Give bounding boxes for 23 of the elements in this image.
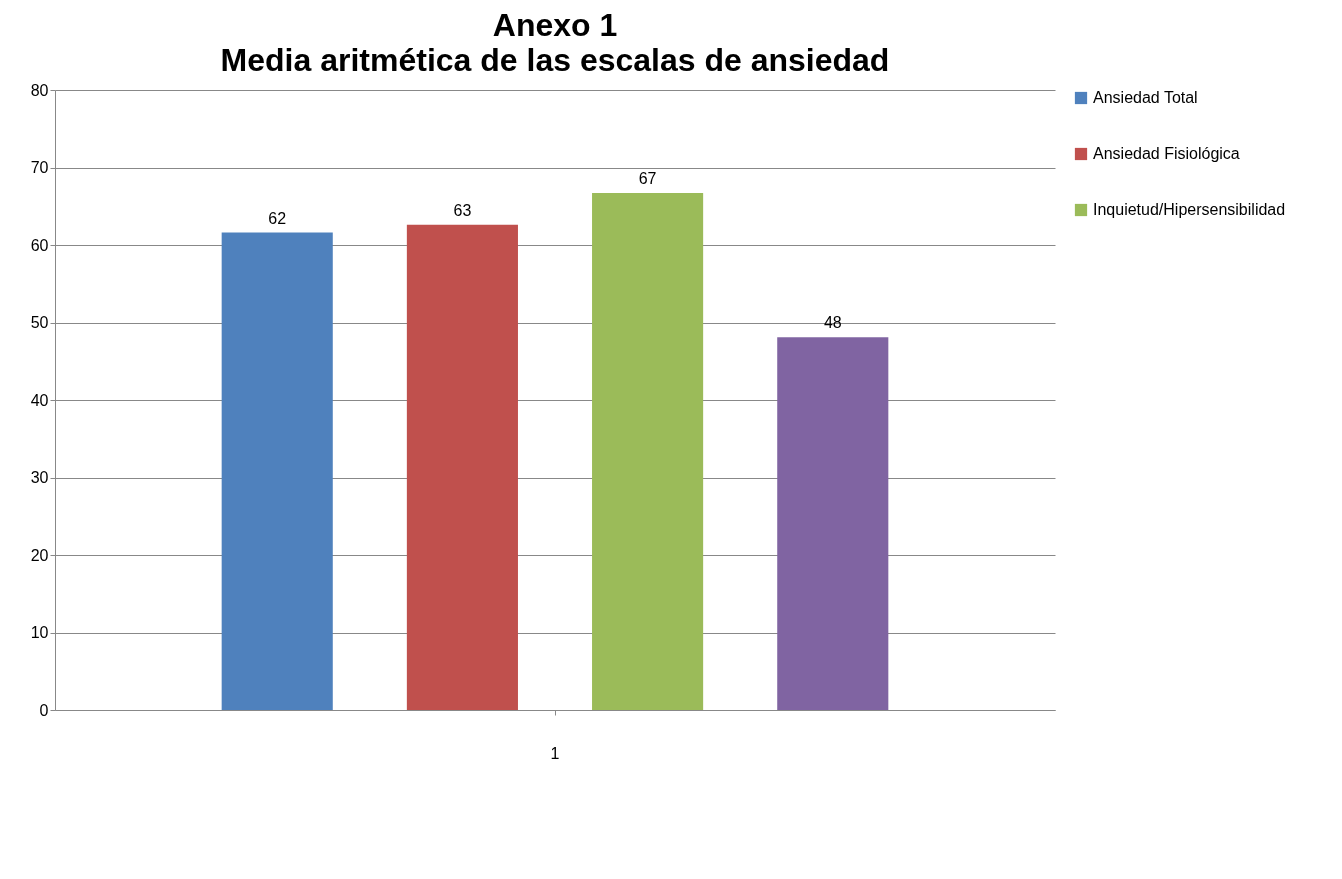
bar: [777, 337, 889, 710]
chart-title: Anexo 1: [492, 7, 618, 43]
legend-label: Ansiedad Total: [1093, 89, 1198, 106]
y-tick-label: 70: [30, 159, 49, 176]
chart-subtitle: Media aritmética de las escalas de ansiedad: [220, 42, 890, 78]
y-tick-label: 30: [30, 469, 49, 486]
bar: [406, 224, 518, 710]
bar: [592, 193, 704, 710]
y-tick-label: 60: [30, 236, 49, 254]
legend-label: Inquietud/Hipersensibilidad: [1093, 201, 1286, 218]
data-label: 62: [268, 209, 287, 227]
y-tick-label: 20: [30, 546, 49, 564]
data-label: 48: [823, 314, 842, 332]
y-tick-label: 10: [30, 624, 49, 641]
y-tick-label: 50: [30, 314, 49, 331]
y-tick-label: 40: [30, 391, 49, 409]
y-tick-label: 0: [39, 701, 49, 719]
bar: [221, 232, 333, 710]
data-label: 67: [638, 170, 657, 188]
x-tick-label: 1: [550, 744, 560, 762]
y-tick-label: 80: [30, 81, 49, 99]
legend-label: Ansiedad Fisiológica: [1093, 145, 1240, 162]
data-label: 63: [453, 201, 472, 219]
